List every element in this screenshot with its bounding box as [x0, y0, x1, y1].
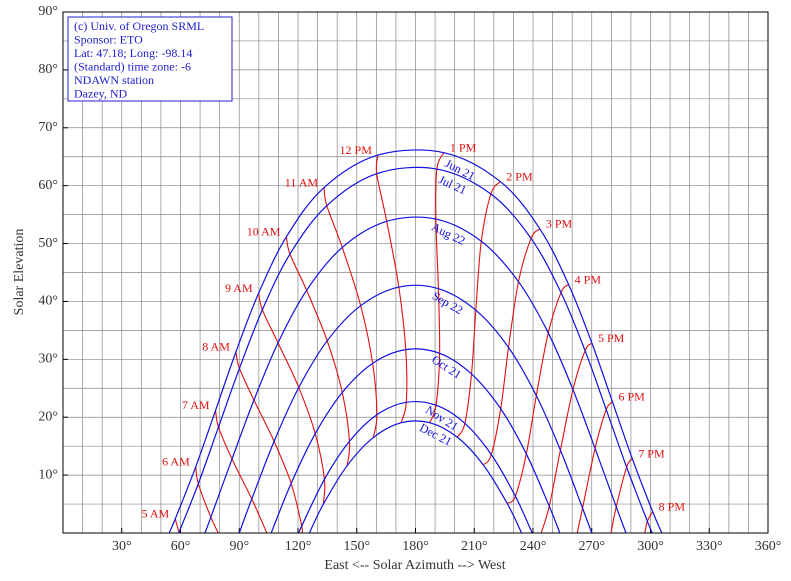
x-tick-label: 300° — [637, 539, 664, 554]
x-tick-label: 90° — [229, 539, 249, 554]
y-tick-label: 40° — [38, 294, 58, 309]
x-tick-label: 120° — [285, 539, 312, 554]
hour-label: 5 AM — [142, 507, 170, 521]
hour-label: 8 PM — [659, 499, 686, 513]
hour-label: 8 AM — [202, 340, 230, 354]
hour-label: 4 PM — [575, 272, 602, 286]
annotation: (c) Univ. of Oregon SRML — [74, 19, 204, 33]
x-tick-label: 210° — [461, 539, 488, 554]
x-tick-label: 330° — [696, 539, 723, 554]
x-tick-label: 30° — [112, 539, 132, 554]
x-tick-label: 270° — [578, 539, 605, 554]
x-tick-label: 240° — [520, 539, 547, 554]
y-axis-label: Solar Elevation — [12, 229, 27, 316]
hour-label: 7 AM — [182, 398, 210, 412]
hour-line — [610, 458, 633, 534]
date-curve — [298, 400, 533, 534]
annotation: NDAWN station — [74, 73, 154, 87]
x-tick-label: 180° — [402, 539, 429, 554]
y-tick-label: 80° — [38, 62, 58, 77]
curves — [168, 149, 663, 534]
hour-label: 12 PM — [340, 143, 373, 157]
hour-label: 11 AM — [285, 175, 319, 189]
hour-label: 6 AM — [162, 454, 190, 468]
plot-border — [62, 11, 769, 534]
info-box — [67, 16, 233, 102]
hour-label: 6 PM — [619, 390, 646, 404]
date-curve — [178, 166, 653, 534]
date-curve — [204, 216, 627, 534]
y-tick-label: 90° — [38, 4, 58, 19]
hour-label: 1 PM — [450, 140, 477, 154]
y-tick-label: 70° — [38, 120, 58, 135]
annotation: Dazey, ND — [74, 86, 128, 100]
hour-line — [195, 466, 219, 534]
hour-label: 3 PM — [546, 217, 573, 231]
hour-label: 10 AM — [247, 224, 281, 238]
date-curve — [168, 149, 663, 534]
x-tick-label: 150° — [343, 539, 370, 554]
y-tick-label: 10° — [38, 467, 58, 482]
annotation: (Standard) time zone: -6 — [74, 59, 191, 73]
x-tick-label: 360° — [755, 539, 782, 554]
hour-label: 7 PM — [638, 446, 665, 460]
annotation: Sponsor: ETO — [74, 32, 143, 46]
x-axis-label: East <-- Solar Azimuth --> West — [324, 558, 505, 573]
y-tick-label: 50° — [38, 236, 58, 251]
y-tick-label: 20° — [38, 409, 58, 424]
hour-label: 5 PM — [598, 331, 625, 345]
y-tick-label: 30° — [38, 352, 58, 367]
date-curve — [270, 348, 561, 534]
x-tick-label: 60° — [171, 539, 191, 554]
date-curve — [308, 420, 523, 534]
y-tick-label: 60° — [38, 178, 58, 193]
hour-label: 9 AM — [225, 281, 253, 295]
hour-label: 2 PM — [506, 169, 533, 183]
date-curve — [238, 284, 593, 534]
hour-line — [540, 342, 593, 534]
annotation: Lat: 47.18; Long: -98.14 — [74, 46, 192, 60]
